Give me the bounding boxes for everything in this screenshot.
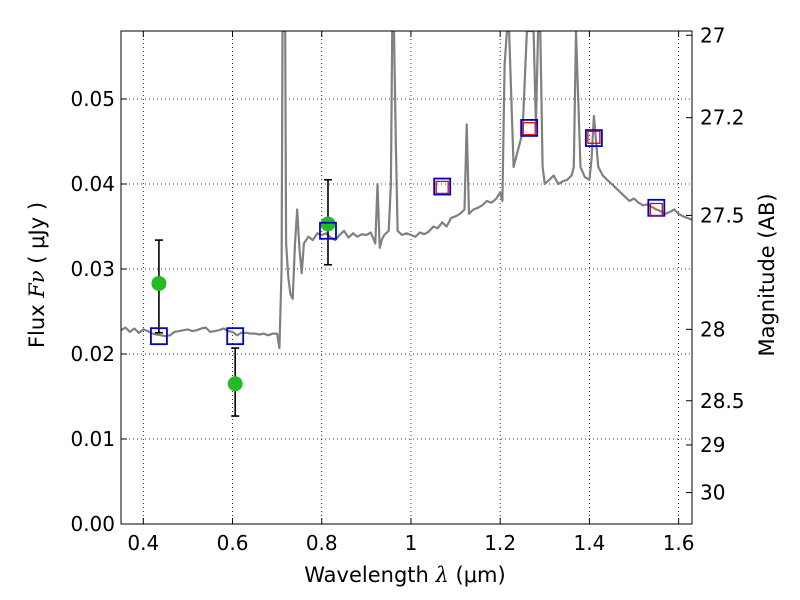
- x-axis-lambda-symbol: λ: [435, 563, 449, 587]
- y-axis-flux-symbol: Fν: [25, 270, 49, 299]
- measured-band-square: [587, 130, 601, 144]
- magnitude-tick-label: 29: [700, 433, 725, 457]
- axes-ticks: 0.4 0.6 0.8 1 1.2 1.4 1.6 0.00 0.01 0.02 0.03 0.04 0…: [70, 23, 744, 555]
- magnitude-tick-label: 27.5: [700, 203, 745, 227]
- model-band-square: [584, 129, 603, 148]
- spectrum-line: [121, 31, 692, 350]
- magnitude-tick-label: 28.5: [700, 389, 745, 413]
- magnitude-tick-label: 27.2: [700, 106, 745, 130]
- y-tick-label: 0.02: [70, 342, 115, 366]
- magnitude-tick-label: 28: [700, 317, 725, 341]
- y-axis-title: Flux Fν ( μJy ): [25, 202, 49, 348]
- model-band-square: [226, 327, 245, 346]
- model-band-square: [520, 119, 539, 137]
- magnitude-tick-label: 30: [700, 481, 725, 505]
- measured-band-square: [522, 122, 536, 136]
- photometry-point: [151, 275, 167, 291]
- plot-frame: [120, 30, 693, 525]
- measured-band-square: [435, 180, 449, 195]
- model-band-square: [433, 177, 452, 196]
- photometry-point: [320, 216, 336, 232]
- magnitude-tick-label: 27: [700, 23, 725, 47]
- y-tick-label: 0.03: [70, 257, 115, 281]
- y-tick-label: 0.05: [70, 87, 115, 111]
- x-axis-title-prefix: Wavelength: [304, 563, 435, 587]
- x-tick-label: 0.4: [127, 531, 159, 555]
- photometry-point: [227, 376, 243, 392]
- x-tick-label: 1: [405, 531, 418, 555]
- y2-axis-title: Magnitude (AB): [755, 193, 779, 356]
- y-axis-title-prefix: Flux: [25, 298, 49, 348]
- model-band-square: [150, 327, 168, 346]
- y-tick-label: 0.01: [70, 427, 115, 451]
- x-axis-title-unit: (μm): [449, 563, 506, 587]
- x-axis-title: Wavelength λ (μm): [304, 563, 505, 587]
- plot-area: [121, 31, 692, 417]
- y-tick-label: 0.00: [70, 512, 115, 536]
- measured-band-square: [649, 202, 663, 217]
- model-band-square: [319, 221, 337, 240]
- y-tick-label: 0.04: [70, 172, 115, 196]
- x-tick-label: 1.4: [573, 531, 605, 555]
- x-tick-label: 0.6: [217, 531, 249, 555]
- x-tick-label: 0.8: [306, 531, 338, 555]
- x-tick-label: 1.6: [663, 531, 695, 555]
- x-tick-label: 1.2: [484, 531, 516, 555]
- y-axis-title-unit: ( μJy ): [25, 202, 49, 270]
